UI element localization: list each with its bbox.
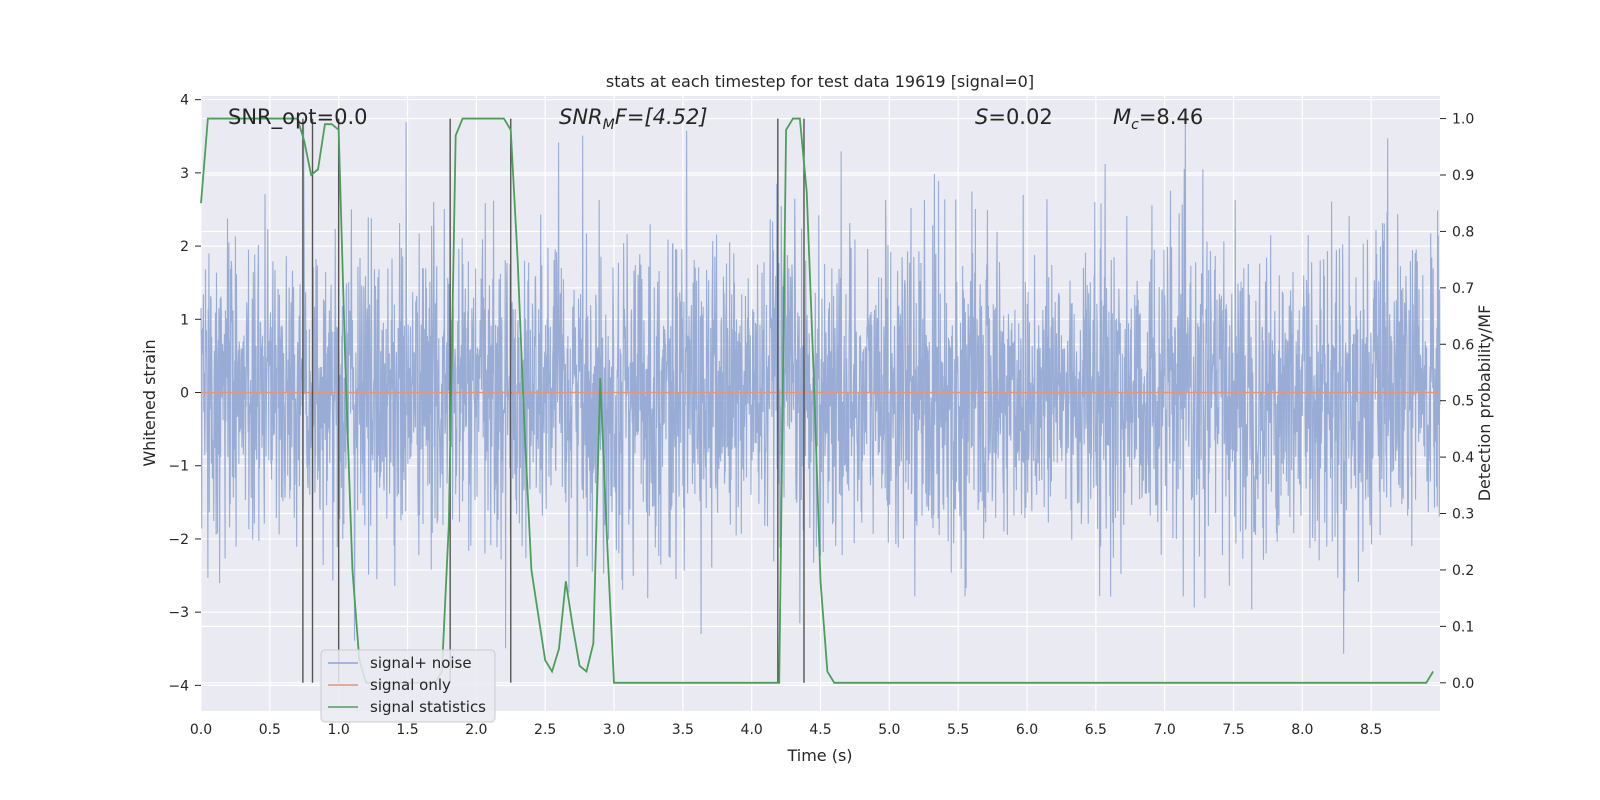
y-tick-label: 1 xyxy=(180,312,189,328)
y-axis-right-label: Detection probability/MF xyxy=(1475,305,1494,502)
legend-label-signal-statistics: signal statistics xyxy=(370,698,486,716)
y-right-tick-label: 0.9 xyxy=(1452,168,1474,184)
y-right-tick-label: 0.3 xyxy=(1452,507,1474,523)
legend-box xyxy=(320,649,496,723)
x-tick-label: 3.0 xyxy=(603,722,625,738)
x-tick-label: 8.0 xyxy=(1291,722,1313,738)
legend-label-signal-noise: signal+ noise xyxy=(370,654,472,672)
legend-label-signal-only: signal only xyxy=(370,676,451,694)
s-annotation: S=0.02 xyxy=(975,105,1053,129)
series-signal-statistics xyxy=(200,117,1434,684)
y-tick-label: 0 xyxy=(180,386,189,402)
y-tick-label: −3 xyxy=(168,605,189,621)
x-tick-label: 2.0 xyxy=(465,722,487,738)
y-right-tick-label: 1.0 xyxy=(1452,112,1474,128)
plot-content xyxy=(200,117,1441,684)
x-tick-label: 0.0 xyxy=(190,722,212,738)
x-tick-label: 7.5 xyxy=(1222,722,1244,738)
x-tick-label: 5.5 xyxy=(947,722,969,738)
x-tick-label: 8.5 xyxy=(1360,722,1382,738)
y-tick-label: 2 xyxy=(180,239,189,255)
chart-title: stats at each timestep for test data 196… xyxy=(606,72,1034,91)
y-right-tick-label: 0.5 xyxy=(1452,394,1474,410)
x-tick-label: 1.5 xyxy=(396,722,418,738)
x-tick-label: 0.5 xyxy=(259,722,281,738)
y-tick-label: −2 xyxy=(168,532,189,548)
y-right-tick-label: 0.0 xyxy=(1452,676,1474,692)
x-tick-label: 7.0 xyxy=(1154,722,1176,738)
y-right-tick-label: 0.6 xyxy=(1452,337,1474,353)
mc-annotation: Mc=8.46 xyxy=(1113,105,1203,133)
y-tick-label: −1 xyxy=(168,459,189,475)
x-tick-label: 4.5 xyxy=(809,722,831,738)
y-right-tick-label: 0.2 xyxy=(1452,563,1474,579)
annotations: SNR_opt=0.0 SNRMF=[4.52] S=0.02 Mc=8.46 xyxy=(228,105,1203,133)
snr-mf-annotation: SNRMF=[4.52] xyxy=(559,105,708,133)
x-tick-label: 5.0 xyxy=(878,722,900,738)
y-right-tick-label: 0.7 xyxy=(1452,281,1474,297)
legend: signal+ noise signal only signal statist… xyxy=(320,649,496,723)
snr-opt-annotation: SNR_opt=0.0 xyxy=(228,105,368,130)
x-tick-label: 6.0 xyxy=(1016,722,1038,738)
y-tick-label: 4 xyxy=(180,93,189,109)
x-tick-label: 1.0 xyxy=(328,722,350,738)
y-right-tick-label: 0.4 xyxy=(1452,450,1474,466)
y-tick-label: 3 xyxy=(180,166,189,182)
y-right-tick-label: 0.1 xyxy=(1452,619,1474,635)
y-tick-label: −4 xyxy=(168,678,189,694)
y-axis-label: Whitened strain xyxy=(140,339,159,466)
x-tick-label: 2.5 xyxy=(534,722,556,738)
y-right-tick-label: 0.8 xyxy=(1452,224,1474,240)
x-tick-label: 4.0 xyxy=(741,722,763,738)
x-tick-label: 3.5 xyxy=(672,722,694,738)
axes: 0.0 0.5 1.0 1.5 2.0 2.5 3.0 3.5 4.0 4.5 5.0 5.5 6.0 6… xyxy=(168,93,1474,738)
x-tick-label: 6.5 xyxy=(1085,722,1107,738)
x-axis-label: Time (s) xyxy=(786,746,852,765)
